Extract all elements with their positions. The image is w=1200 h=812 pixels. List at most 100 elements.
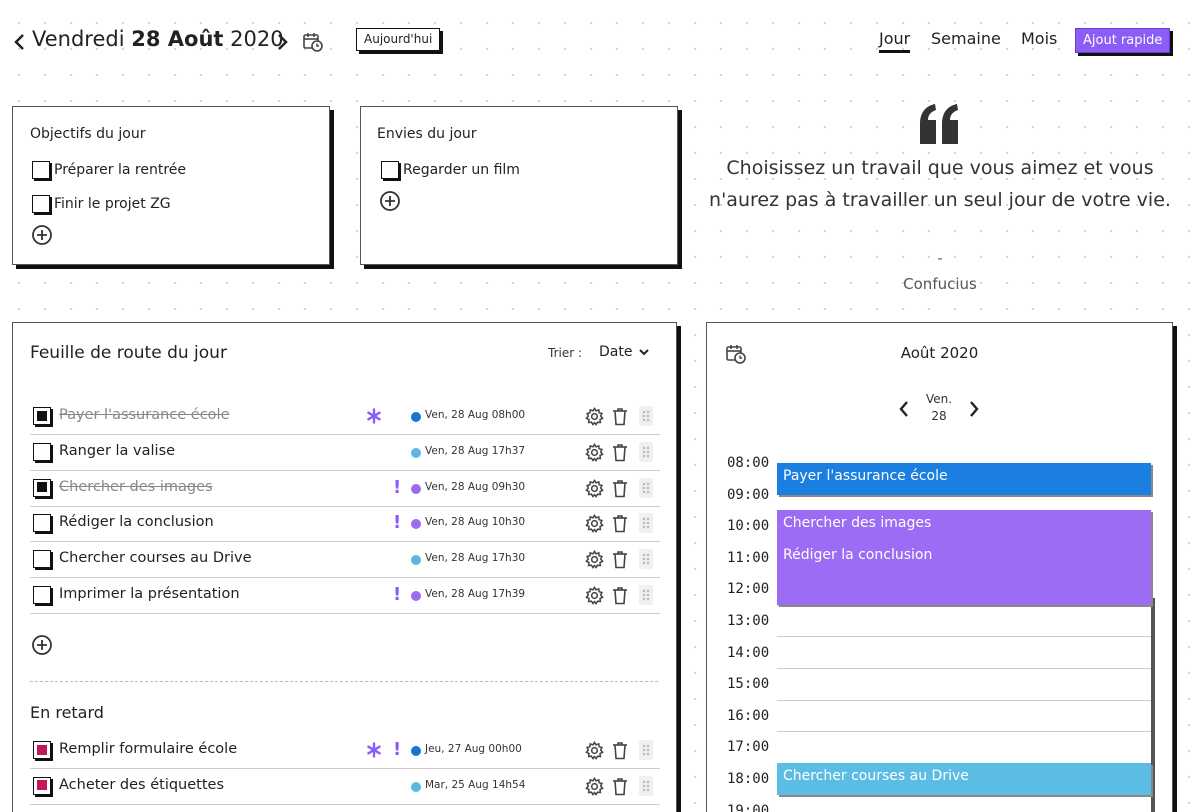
previous-day-arrow[interactable] — [10, 30, 30, 54]
view-tab-day[interactable]: Jour — [879, 29, 911, 53]
task-settings-button[interactable] — [585, 550, 604, 570]
task-settings-button[interactable] — [585, 442, 604, 462]
task-checkbox[interactable] — [33, 550, 51, 569]
calendar-next-day[interactable] — [966, 398, 982, 420]
task-checkbox[interactable] — [33, 514, 51, 533]
objective-checkbox[interactable] — [32, 195, 50, 213]
task-date: Ven, 28 Aug 08h00 — [425, 409, 526, 421]
calendar-event[interactable]: Chercher courses au Drive — [777, 763, 1151, 795]
drag-handle-icon[interactable] — [639, 441, 653, 462]
calendar-event[interactable]: Chercher des images — [777, 510, 1151, 542]
objectives-card: Objectifs du jour Préparer la rentrée Fi… — [12, 106, 330, 265]
drag-handle-icon[interactable] — [639, 740, 653, 760]
late-section-title: En retard — [30, 703, 104, 722]
late-task-row[interactable]: Remplir formulaire école! Jeu, 27 Aug 00h… — [30, 733, 660, 769]
sort-value: Date — [599, 344, 633, 360]
task-delete-button[interactable] — [612, 479, 628, 498]
task-name: Payer l'assurance école — [59, 407, 230, 423]
quote-author: Confucius — [903, 275, 977, 293]
task-row[interactable]: Payer l'assurance école Ven, 28 Aug 08h00 — [30, 399, 660, 435]
task-row[interactable]: Chercher courses au Drive Ven, 28 Aug 17h… — [30, 542, 660, 579]
task-delete-button[interactable] — [612, 550, 628, 569]
chevron-left-icon — [14, 34, 24, 50]
task-delete-button[interactable] — [612, 443, 628, 462]
task-settings-button[interactable] — [585, 407, 604, 426]
next-day-arrow[interactable] — [272, 30, 292, 54]
drag-handle-icon[interactable] — [639, 549, 653, 570]
date-picker-button[interactable] — [302, 31, 324, 53]
objective-label: Finir le projet ZG — [54, 196, 171, 212]
add-task-button[interactable] — [31, 634, 53, 656]
quick-add-button[interactable]: Ajout rapide — [1075, 28, 1171, 53]
task-settings-button[interactable] — [585, 478, 604, 498]
view-tab-week[interactable]: Semaine — [931, 29, 1001, 48]
task-checkbox[interactable] — [33, 478, 51, 497]
task-important-icon: ! — [393, 512, 402, 534]
task-delete-button[interactable] — [612, 777, 628, 796]
task-checkbox[interactable] — [33, 776, 51, 795]
drag-handle-icon[interactable] — [639, 585, 653, 605]
task-settings-button[interactable] — [585, 776, 604, 796]
task-row[interactable]: Imprimer la présentation! Ven, 28 Aug 17h… — [30, 578, 660, 614]
drag-handle-icon[interactable] — [639, 513, 653, 534]
calendar-clock-icon — [726, 345, 746, 364]
wish-item: Regarder un film — [381, 161, 520, 179]
calendar-hour-label: 18:00 — [727, 771, 770, 787]
task-name: Rédiger la conclusion — [59, 514, 214, 531]
drag-handle-icon[interactable] — [639, 477, 653, 498]
task-category-dot — [411, 555, 421, 566]
task-delete-button[interactable] — [612, 741, 628, 760]
task-delete-button[interactable] — [612, 407, 628, 426]
objective-checkbox[interactable] — [32, 161, 50, 179]
asterisk-icon — [367, 742, 381, 758]
task-date: Mar, 25 Aug 14h54 — [425, 778, 526, 791]
task-checkbox[interactable] — [33, 586, 51, 604]
wish-label: Regarder un film — [403, 162, 520, 178]
gear-icon — [585, 586, 604, 605]
asterisk-icon — [367, 408, 381, 424]
calendar-hour-line — [777, 731, 1151, 733]
calendar-hour-label: 15:00 — [727, 676, 770, 693]
drag-handle-icon[interactable] — [639, 775, 653, 796]
view-tab-month[interactable]: Mois — [1021, 29, 1058, 48]
calendar-month-title: Août 2020 — [900, 344, 979, 362]
calendar-hour-label: 13:00 — [727, 613, 770, 629]
objective-item: Finir le projet ZG — [32, 195, 171, 213]
add-wish-button[interactable] — [379, 190, 401, 212]
task-checkbox[interactable] — [33, 442, 51, 461]
task-checkbox[interactable] — [33, 407, 51, 425]
add-objective-button[interactable] — [31, 224, 53, 246]
wish-checkbox[interactable] — [381, 161, 399, 179]
calendar-event[interactable]: Payer l'assurance école — [777, 463, 1151, 495]
calendar-clock-icon — [303, 33, 323, 52]
date-day-month: 28 Août — [131, 27, 224, 51]
quote-dash: - — [937, 249, 943, 267]
drag-handle-icon[interactable] — [639, 406, 653, 426]
task-row[interactable]: Ranger la valise Ven, 28 Aug 17h37 — [30, 435, 660, 471]
task-settings-button[interactable] — [585, 514, 604, 534]
roadmap-title: Feuille de route du jour — [30, 343, 227, 363]
task-row[interactable]: Chercher des images! Ven, 28 Aug 09h30 — [30, 471, 660, 507]
late-task-row[interactable]: Acheter des étiquettes Mar, 25 Aug 14h54 — [30, 769, 660, 805]
calendar-hour-label: 11:00 — [727, 549, 770, 566]
current-date-title: Vendredi 28 Août 2020 — [32, 27, 284, 51]
task-checkbox[interactable] — [33, 741, 51, 759]
trash-icon — [613, 515, 627, 533]
task-row[interactable]: Rédiger la conclusion! Ven, 28 Aug 10h30 — [30, 506, 660, 543]
calendar-picker-button[interactable] — [725, 343, 747, 365]
calendar-event[interactable]: Rédiger la conclusion — [777, 542, 1151, 606]
today-button[interactable]: Aujourd'hui — [356, 28, 441, 51]
calendar-prev-day[interactable] — [896, 398, 912, 420]
trash-icon — [613, 742, 627, 760]
task-delete-button[interactable] — [612, 514, 628, 533]
task-settings-button[interactable] — [585, 741, 604, 760]
chevron-right-icon — [278, 34, 288, 50]
sort-dropdown[interactable]: Date — [599, 344, 650, 360]
task-category-dot — [411, 412, 421, 422]
calendar-scrollbar[interactable] — [1151, 598, 1155, 812]
task-delete-button[interactable] — [612, 586, 628, 605]
task-date: Jeu, 27 Aug 00h00 — [425, 743, 522, 755]
task-date: Ven, 28 Aug 09h30 — [425, 480, 526, 493]
calendar-hour-line — [777, 667, 1151, 669]
task-settings-button[interactable] — [585, 586, 604, 605]
